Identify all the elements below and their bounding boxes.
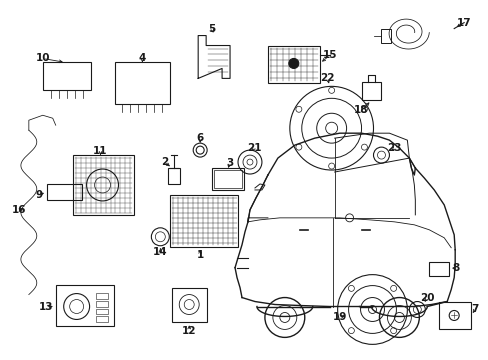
Text: 11: 11 xyxy=(93,146,107,156)
Bar xyxy=(73,155,134,215)
Bar xyxy=(267,45,319,84)
Text: 1: 1 xyxy=(196,250,203,260)
Bar xyxy=(95,316,107,323)
Text: 7: 7 xyxy=(470,305,478,315)
Bar xyxy=(95,293,107,298)
Bar xyxy=(47,184,81,200)
Text: 8: 8 xyxy=(451,263,459,273)
Text: 16: 16 xyxy=(12,205,26,215)
Text: 23: 23 xyxy=(386,143,401,153)
Text: 9: 9 xyxy=(35,190,42,200)
Text: 3: 3 xyxy=(226,158,233,168)
Text: 2: 2 xyxy=(161,157,167,167)
Text: 19: 19 xyxy=(332,312,346,323)
Bar xyxy=(115,62,170,104)
Bar xyxy=(168,168,180,184)
Text: 22: 22 xyxy=(320,73,334,84)
Text: 14: 14 xyxy=(153,247,167,257)
Text: 6: 6 xyxy=(196,133,203,143)
Bar xyxy=(172,288,207,323)
Bar xyxy=(381,28,390,42)
Text: 21: 21 xyxy=(246,143,261,153)
Circle shape xyxy=(288,58,298,68)
Text: 20: 20 xyxy=(419,293,434,302)
Text: 10: 10 xyxy=(36,54,50,63)
Bar xyxy=(428,262,448,276)
Bar xyxy=(95,309,107,315)
Bar xyxy=(56,285,113,327)
Text: 13: 13 xyxy=(39,302,53,311)
Text: 5: 5 xyxy=(208,24,215,33)
Bar xyxy=(214,170,242,188)
Text: 4: 4 xyxy=(139,54,146,63)
Text: 15: 15 xyxy=(322,50,336,60)
Bar xyxy=(212,168,244,190)
Bar xyxy=(361,82,381,100)
Bar xyxy=(170,195,238,247)
Bar xyxy=(438,302,470,329)
Text: 17: 17 xyxy=(456,18,470,28)
Text: 12: 12 xyxy=(182,327,196,336)
Bar xyxy=(42,62,90,90)
Text: 18: 18 xyxy=(354,105,368,115)
Bar xyxy=(95,301,107,306)
